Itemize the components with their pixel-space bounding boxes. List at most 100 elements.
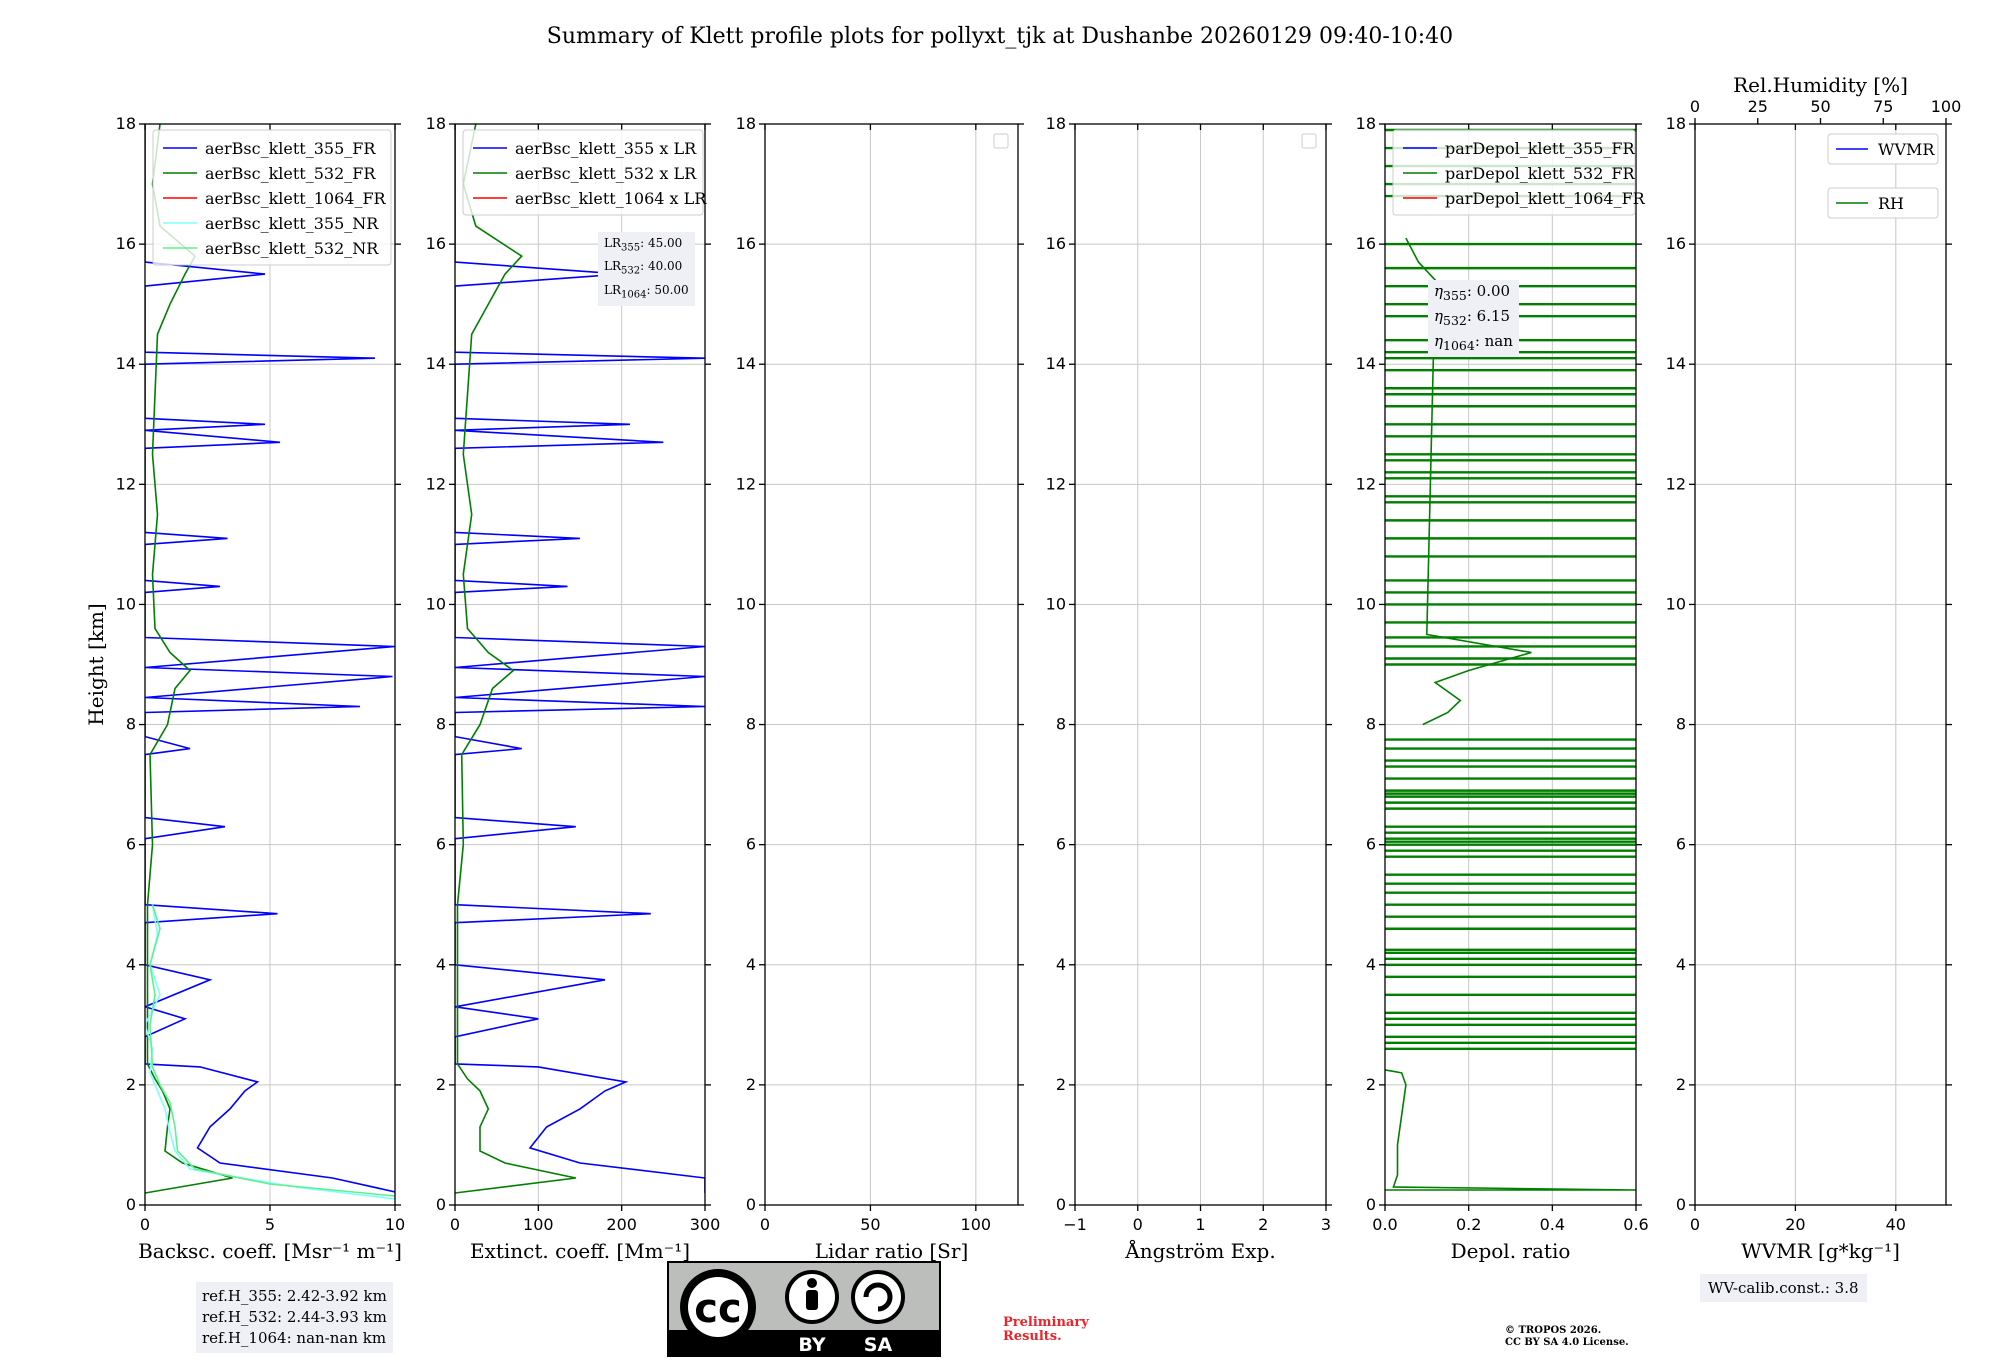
y-axis-label: Height [km]	[84, 603, 108, 725]
x-tick-label: 0	[1133, 1215, 1143, 1234]
x-tick-label: 10	[385, 1215, 405, 1234]
figure-title: Summary of Klett profile plots for polly…	[547, 24, 1453, 49]
y-tick-label: 2	[746, 1075, 756, 1094]
legend-box	[152, 129, 392, 266]
x-tick-label: 40	[1886, 1215, 1906, 1234]
y-tick-label: 4	[1366, 955, 1376, 974]
series-group	[1385, 128, 1636, 1191]
series-line-aerBsc_klett_532 x LR	[455, 124, 576, 1194]
y-tick-label: 6	[126, 835, 136, 854]
legend-box	[1827, 187, 1939, 219]
empty-legend-box	[1301, 133, 1317, 149]
x-axis-label: Lidar ratio [Sr]	[815, 1239, 969, 1263]
y-tick-label: 0	[1366, 1195, 1376, 1214]
y-tick-label: 0	[1676, 1195, 1686, 1214]
y-tick-label: 8	[746, 715, 756, 734]
top-x-axis-label: Rel.Humidity [%]	[1733, 73, 1908, 97]
y-tick-label: 6	[1366, 835, 1376, 854]
legend-label: aerBsc_klett_532_NR	[205, 239, 379, 258]
x-tick-label: −1	[1063, 1215, 1087, 1234]
ref-height-1064: ref.H_1064: nan-nan km	[202, 1329, 387, 1347]
panel-wvmr: 0 20 40 0 2 4 6 8 10 12 14 16 18 WVMR [g*kg⁻¹] 0 25 50 75…	[1666, 73, 1962, 1263]
y-tick-label: 4	[1056, 955, 1066, 974]
x-axis-label: Ångström Exp.	[1124, 1238, 1275, 1263]
ref-height-355: ref.H_355: 2.42-3.92 km	[202, 1287, 387, 1305]
y-tick-label: 10	[1046, 594, 1066, 613]
y-tick-label: 10	[116, 594, 136, 613]
y-tick-label: 10	[736, 594, 756, 613]
empty-legend-box	[993, 133, 1009, 149]
y-tick-label: 6	[746, 835, 756, 854]
top-x-tick-label: 100	[1931, 97, 1962, 116]
y-tick-label: 12	[1666, 474, 1686, 493]
panel-lidar-ratio: 0 50 100 0 2 4 6 8 10 12 14 16 18 Lidar ratio [Sr]	[736, 114, 1024, 1263]
x-axis-label: WVMR [g*kg⁻¹]	[1741, 1239, 1900, 1263]
x-tick-label: 100	[961, 1215, 992, 1234]
y-tick-label: 16	[736, 234, 756, 253]
panel-backscatter: 0 5 10 0 2 4 6 8 10 12 14 16 18 Backsc. coeff. [Msr⁻¹…	[84, 114, 405, 1263]
eta-532: η532: 6.15	[1434, 307, 1511, 328]
y-tick-label: 16	[1666, 234, 1686, 253]
x-tick-label: 0	[760, 1215, 770, 1234]
y-tick-label: 0	[126, 1195, 136, 1214]
series-line-aerBsc_klett_355_FR	[145, 124, 395, 1193]
y-tick-label: 8	[126, 715, 136, 734]
x-tick-label: 0	[450, 1215, 460, 1234]
license-badge: cc BY SA	[667, 1261, 941, 1357]
y-tick-label: 10	[1666, 594, 1686, 613]
legend-label: parDepol_klett_532_FR	[1445, 164, 1636, 183]
x-tick-label: 100	[523, 1215, 554, 1234]
x-tick-label: 0.0	[1372, 1215, 1397, 1234]
legend-box	[462, 129, 704, 216]
eta-info-box: η355: 0.00 η532: 6.15 η1064: nan	[1428, 280, 1519, 357]
y-tick-label: 4	[126, 955, 136, 974]
y-tick-label: 10	[1356, 594, 1376, 613]
reference-heights-box: ref.H_355: 2.42-3.92 km ref.H_532: 2.44-…	[196, 1282, 393, 1353]
y-tick-label: 16	[426, 234, 446, 253]
sa-icon-arrow	[863, 1282, 893, 1312]
series-line-aerBsc_klett_355_NR	[145, 904, 395, 1200]
y-tick-label: 18	[1666, 114, 1686, 133]
preliminary-line-2: Results.	[1003, 1329, 1062, 1344]
y-tick-label: 4	[746, 955, 756, 974]
panel-extinction: 0 100 200 300 0 2 4 6 8 10 12 14 16 18 Extinct. coeff.…	[426, 114, 721, 1263]
copyright-line-1: © TROPOS 2026.	[1505, 1325, 1602, 1336]
y-tick-label: 18	[1046, 114, 1066, 133]
y-tick-label: 4	[1676, 955, 1686, 974]
wv-calib-box: WV-calib.const.: 3.8	[1700, 1274, 1867, 1302]
depol-wiggle	[1405, 237, 1532, 726]
top-x-tick-label: 25	[1748, 97, 1768, 116]
series-group	[145, 124, 395, 1200]
top-x-tick-label: 50	[1810, 97, 1830, 116]
by-icon-head	[807, 1278, 817, 1288]
eta-355: η355: 0.00	[1434, 282, 1511, 303]
y-tick-label: 2	[126, 1075, 136, 1094]
y-tick-label: 14	[1046, 354, 1066, 373]
series-line-aerBsc_klett_532_NR	[149, 904, 395, 1197]
lr-info-box: LR355: 45.00 LR532: 40.00 LR1064: 50.00	[598, 232, 695, 307]
y-tick-label: 0	[746, 1195, 756, 1214]
lr-355: LR355: 45.00	[604, 236, 683, 254]
x-axis-label: Backsc. coeff. [Msr⁻¹ m⁻¹]	[138, 1239, 402, 1263]
preliminary-note: Preliminary Results.	[1003, 1316, 1089, 1344]
ref-height-532: ref.H_532: 2.44-3.93 km	[202, 1308, 387, 1326]
x-tick-label: 2	[1258, 1215, 1268, 1234]
y-tick-label: 8	[1056, 715, 1066, 734]
axes-frame	[1384, 123, 1637, 1206]
x-tick-label: 1	[1195, 1215, 1205, 1234]
axes-frame	[764, 123, 1019, 1206]
panel-depol: 0.0 0.2 0.4 0.6 0 2 4 6 8 10 12 14 16 18 Depol. ratio p…	[1356, 114, 1649, 1263]
copyright-line-2: CC BY SA 4.0 License.	[1505, 1337, 1629, 1348]
x-tick-label: 0	[1690, 1215, 1700, 1234]
x-axis-label: Depol. ratio	[1451, 1239, 1571, 1263]
legend-label: aerBsc_klett_1064 x LR	[515, 189, 707, 208]
legend-box	[1827, 133, 1939, 165]
series-line-parDepol_klett_532_FR	[1385, 1069, 1636, 1191]
legend-label: aerBsc_klett_532_FR	[205, 164, 376, 183]
eta-1064: η1064: nan	[1434, 332, 1513, 353]
y-tick-label: 12	[426, 474, 446, 493]
legend-label: aerBsc_klett_1064_FR	[205, 189, 387, 208]
